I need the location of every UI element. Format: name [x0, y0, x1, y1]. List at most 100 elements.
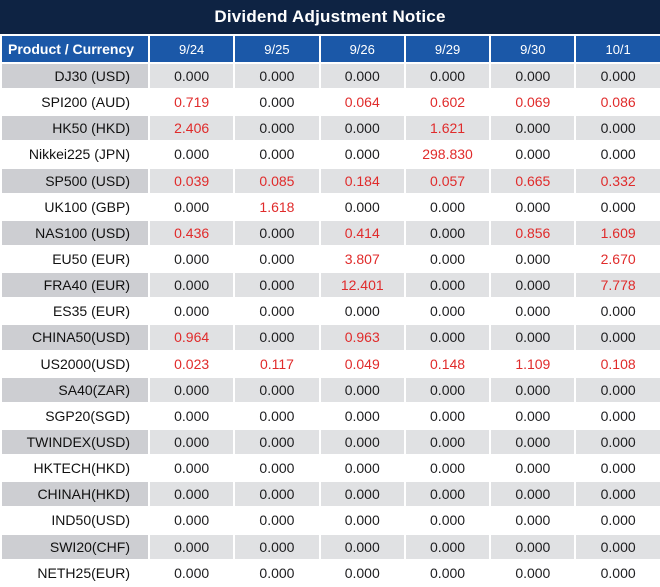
table-row: CHINAH(HKD) 0.000 0.000 0.000 0.000 0.000 0.00… — [0, 480, 660, 509]
value-cell: 0.000 — [233, 375, 321, 404]
value-cell: 0.000 — [403, 401, 492, 430]
value-cell: 0.602 — [403, 88, 492, 117]
value-cell: 1.109 — [489, 349, 577, 378]
value-cell: 0.117 — [233, 349, 321, 378]
value-cell: 0.332 — [574, 166, 660, 195]
value-cell: 0.000 — [233, 114, 321, 143]
value-cell: 0.064 — [318, 88, 406, 117]
value-cell: 0.000 — [489, 558, 577, 587]
value-cell: 0.000 — [318, 297, 406, 326]
value-cell: 2.670 — [574, 244, 660, 274]
value-cell: 0.000 — [318, 401, 406, 430]
product-currency-column-header: Product / Currency — [0, 34, 150, 64]
table-header-row: Product / Currency 9/24 9/25 9/26 9/29 9… — [0, 34, 660, 64]
value-cell: 0.000 — [233, 140, 321, 169]
value-cell: 0.000 — [147, 506, 236, 535]
value-cell: 298.830 — [403, 140, 492, 169]
table-row: SPI200 (AUD) 0.719 0.000 0.064 0.602 0.069 0.0… — [0, 88, 660, 117]
table-row: FRA40 (EUR) 0.000 0.000 12.401 0.000 0.000 7.7… — [0, 271, 660, 300]
table-row: SP500 (USD) 0.039 0.085 0.184 0.057 0.665 0.33… — [0, 166, 660, 195]
value-cell: 0.069 — [489, 88, 577, 117]
value-cell: 0.000 — [233, 271, 321, 300]
value-cell: 0.000 — [489, 375, 577, 404]
value-cell: 0.000 — [147, 61, 236, 91]
value-cell: 0.000 — [489, 401, 577, 430]
value-cell: 0.000 — [489, 427, 577, 457]
value-cell: 0.000 — [489, 532, 577, 561]
value-cell: 0.000 — [403, 532, 492, 561]
product-cell: CHINAH(HKD) — [0, 480, 150, 509]
value-cell: 0.000 — [318, 532, 406, 561]
value-cell: 0.000 — [318, 192, 406, 221]
value-cell: 0.000 — [403, 218, 492, 247]
value-cell: 3.807 — [318, 244, 406, 274]
product-cell: SGP20(SGD) — [0, 401, 150, 430]
table-row: ES35 (EUR) 0.000 0.000 0.000 0.000 0.000 0.000 — [0, 297, 660, 326]
value-cell: 0.000 — [574, 323, 660, 352]
product-cell: ES35 (EUR) — [0, 297, 150, 326]
value-cell: 12.401 — [318, 271, 406, 300]
date-column-header: 10/1 — [574, 34, 660, 64]
value-cell: 0.000 — [403, 297, 492, 326]
value-cell: 0.000 — [574, 480, 660, 509]
product-cell: SP500 (USD) — [0, 166, 150, 195]
value-cell: 0.000 — [147, 375, 236, 404]
value-cell: 0.414 — [318, 218, 406, 247]
value-cell: 0.000 — [233, 61, 321, 91]
value-cell: 0.000 — [574, 61, 660, 91]
product-cell: Nikkei225 (JPN) — [0, 140, 150, 169]
table-row: SA40(ZAR) 0.000 0.000 0.000 0.000 0.000 0.000 — [0, 375, 660, 404]
value-cell: 0.000 — [574, 401, 660, 430]
value-cell: 0.665 — [489, 166, 577, 195]
date-column-header: 9/26 — [318, 34, 406, 64]
value-cell: 0.000 — [403, 454, 492, 483]
value-cell: 1.618 — [233, 192, 321, 221]
value-cell: 0.000 — [233, 88, 321, 117]
value-cell: 0.000 — [489, 244, 577, 274]
value-cell: 0.000 — [403, 192, 492, 221]
value-cell: 0.000 — [489, 271, 577, 300]
value-cell: 0.000 — [403, 271, 492, 300]
table-row: HKTECH(HKD) 0.000 0.000 0.000 0.000 0.000 0.00… — [0, 454, 660, 483]
value-cell: 0.000 — [147, 271, 236, 300]
date-column-header: 9/30 — [489, 34, 577, 64]
table-row: HK50 (HKD) 2.406 0.000 0.000 1.621 0.000 0.000 — [0, 114, 660, 143]
value-cell: 0.000 — [233, 454, 321, 483]
value-cell: 0.000 — [233, 427, 321, 457]
value-cell: 0.000 — [574, 192, 660, 221]
value-cell: 0.000 — [403, 323, 492, 352]
value-cell: 0.964 — [147, 323, 236, 352]
product-cell: NAS100 (USD) — [0, 218, 150, 247]
value-cell: 0.000 — [147, 532, 236, 561]
value-cell: 0.000 — [318, 558, 406, 587]
table-row: IND50(USD) 0.000 0.000 0.000 0.000 0.000 0.000 — [0, 506, 660, 535]
value-cell: 0.000 — [233, 532, 321, 561]
value-cell: 0.000 — [574, 532, 660, 561]
table-row: CHINA50(USD) 0.964 0.000 0.963 0.000 0.000 0.0… — [0, 323, 660, 352]
value-cell: 0.719 — [147, 88, 236, 117]
table-body: DJ30 (USD) 0.000 0.000 0.000 0.000 0.000 0.000… — [0, 61, 660, 587]
table-row: TWINDEX(USD) 0.000 0.000 0.000 0.000 0.000 0.0… — [0, 427, 660, 457]
value-cell: 0.963 — [318, 323, 406, 352]
value-cell: 0.000 — [233, 480, 321, 509]
product-cell: UK100 (GBP) — [0, 192, 150, 221]
value-cell: 0.000 — [233, 506, 321, 535]
value-cell: 0.000 — [233, 323, 321, 352]
value-cell: 0.000 — [574, 427, 660, 457]
value-cell: 0.000 — [147, 192, 236, 221]
value-cell: 0.000 — [489, 61, 577, 91]
value-cell: 0.000 — [403, 480, 492, 509]
value-cell: 0.000 — [233, 244, 321, 274]
value-cell: 0.023 — [147, 349, 236, 378]
value-cell: 0.000 — [489, 323, 577, 352]
product-cell: CHINA50(USD) — [0, 323, 150, 352]
value-cell: 0.000 — [574, 297, 660, 326]
product-cell: TWINDEX(USD) — [0, 427, 150, 457]
value-cell: 0.000 — [147, 558, 236, 587]
value-cell: 0.000 — [318, 61, 406, 91]
value-cell: 0.000 — [318, 375, 406, 404]
value-cell: 0.000 — [403, 558, 492, 587]
value-cell: 0.000 — [233, 218, 321, 247]
value-cell: 0.000 — [318, 427, 406, 457]
